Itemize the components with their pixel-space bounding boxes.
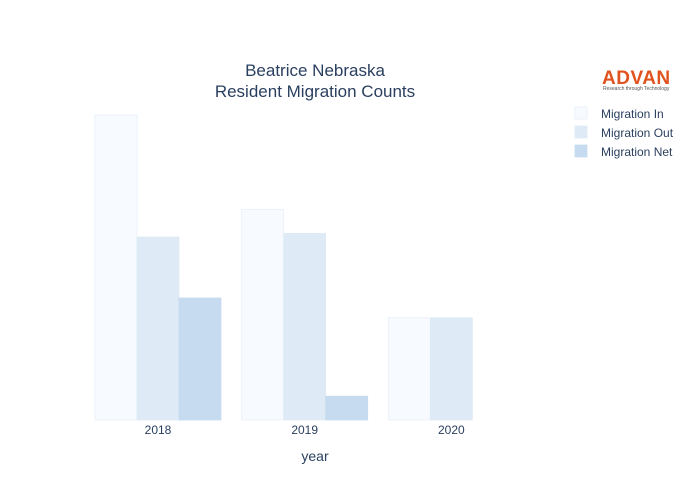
x-axis-ticks: 2018 2019 2020 (145, 423, 465, 437)
legend-swatch-migration-out[interactable] (574, 125, 588, 139)
legend-label-migration-net[interactable]: Migration Net (601, 145, 673, 159)
bar-migration-in-2020 (387, 317, 431, 421)
chart-title-line-2: Resident Migration Counts (215, 82, 415, 101)
legend-label-migration-out[interactable]: Migration Out (601, 126, 674, 140)
legend-swatch-migration-in[interactable] (574, 106, 588, 120)
legend-swatch-migration-net[interactable] (574, 144, 588, 158)
logo-tagline: Research through Technology (603, 86, 670, 92)
x-axis-title: year (301, 448, 329, 464)
x-tick-label-2018: 2018 (145, 423, 172, 437)
bar-migration-out-2020 (429, 317, 473, 421)
bar-migration-out-2019 (283, 232, 327, 421)
bar-migration-in-2019 (241, 209, 285, 421)
bar-migration-out-2018 (136, 236, 180, 421)
bar-migration-net-2018 (178, 297, 222, 421)
legend: Migration In Migration Out Migration Net (574, 106, 674, 159)
logo-name: ADVAN (602, 68, 671, 89)
chart-title: Beatrice Nebraska Resident Migration Cou… (215, 61, 415, 101)
legend-label-migration-in[interactable]: Migration In (601, 107, 664, 121)
bar-migration-net-2019 (325, 395, 369, 421)
x-tick-label-2019: 2019 (291, 423, 318, 437)
bars-layer (94, 114, 473, 421)
advan-logo: ADVAN Research through Technology (602, 68, 671, 92)
bar-migration-in-2018 (94, 114, 138, 421)
x-tick-label-2020: 2020 (438, 423, 465, 437)
chart-title-line-1: Beatrice Nebraska (245, 61, 385, 80)
